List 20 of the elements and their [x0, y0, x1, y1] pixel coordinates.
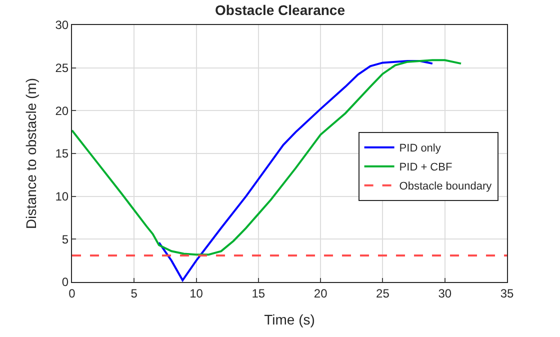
- legend-label: Obstacle boundary: [399, 180, 492, 193]
- x-tick-label: 25: [376, 286, 390, 300]
- y-tick-label: 15: [55, 146, 69, 161]
- legend-label: PID only: [399, 142, 442, 155]
- x-tick-label: 20: [314, 286, 328, 300]
- x-axis-title: Time (s): [264, 312, 315, 328]
- chart-title: Obstacle Clearance: [215, 2, 346, 18]
- y-tick-label: 30: [55, 18, 69, 32]
- y-tick-label: 25: [55, 61, 69, 76]
- x-tick-label: 15: [252, 286, 266, 300]
- x-tick-label: 30: [438, 286, 452, 300]
- x-tick-label: 10: [190, 286, 204, 300]
- y-tick-label: 10: [55, 190, 69, 204]
- y-tick-label: 5: [62, 232, 69, 246]
- x-tick-label: 35: [500, 286, 514, 300]
- y-tick-label: 0: [62, 275, 69, 290]
- legend-label: PID + CBF: [399, 162, 452, 174]
- y-axis-title: Distance to obstacle (m): [22, 78, 39, 229]
- y-tick-label: 20: [55, 104, 69, 118]
- x-tick-label: 5: [130, 286, 138, 300]
